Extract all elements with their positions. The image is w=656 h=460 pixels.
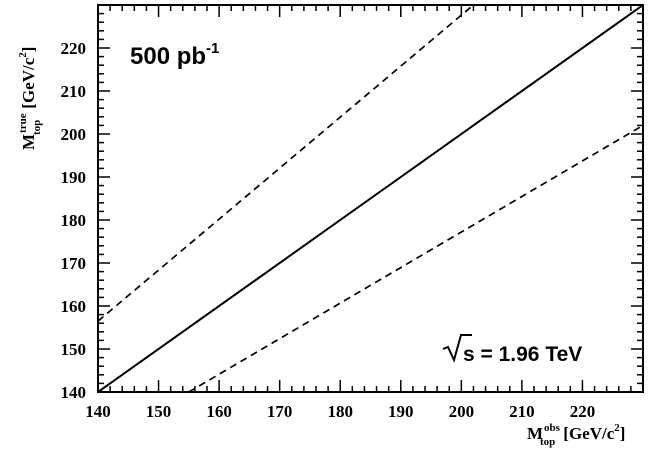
x-tick-labels: 140 150 160 170 180 190 200 210 220 [85,402,595,421]
sqrt-symbol [442,334,472,363]
luminosity-label: 500 pb-1 [130,40,219,70]
x-tick-label: 170 [267,402,293,421]
x-tick-label: 140 [85,402,111,421]
y-axis-label: Mtrue top[GeV/c2] [17,47,43,150]
series-line-1-solid [97,4,644,393]
axis-ticks [97,4,644,393]
y-tick-labels: 140 150 160 170 180 190 200 210 220 [61,39,87,402]
x-tick-label: 180 [327,402,353,421]
y-tick-label: 200 [61,125,87,144]
y-tick-label: 210 [61,82,87,101]
x-axis-label: Mobs top [GeV/c2] [527,422,625,448]
y-tick-label: 180 [61,211,87,230]
plot-frame [97,4,644,393]
x-tick-label: 200 [449,402,475,421]
y-tick-label: 150 [61,340,87,359]
y-tick-label: 190 [61,168,87,187]
x-tick-label: 150 [146,402,172,421]
x-tick-label: 190 [388,402,414,421]
energy-text: s = 1.96 TeV [463,343,582,366]
series-line-2-dashed [97,4,474,322]
x-tick-label: 160 [206,402,232,421]
x-tick-label: 210 [509,402,535,421]
energy-label: s = 1.96 TeV [442,334,582,366]
y-tick-label: 140 [61,383,87,402]
y-tick-label: 160 [61,297,87,316]
y-tick-label: 170 [61,254,87,273]
series-line-3-dashed [188,124,644,393]
y-tick-label: 220 [61,39,87,58]
series-lines [97,4,644,393]
x-tick-label: 220 [570,402,596,421]
